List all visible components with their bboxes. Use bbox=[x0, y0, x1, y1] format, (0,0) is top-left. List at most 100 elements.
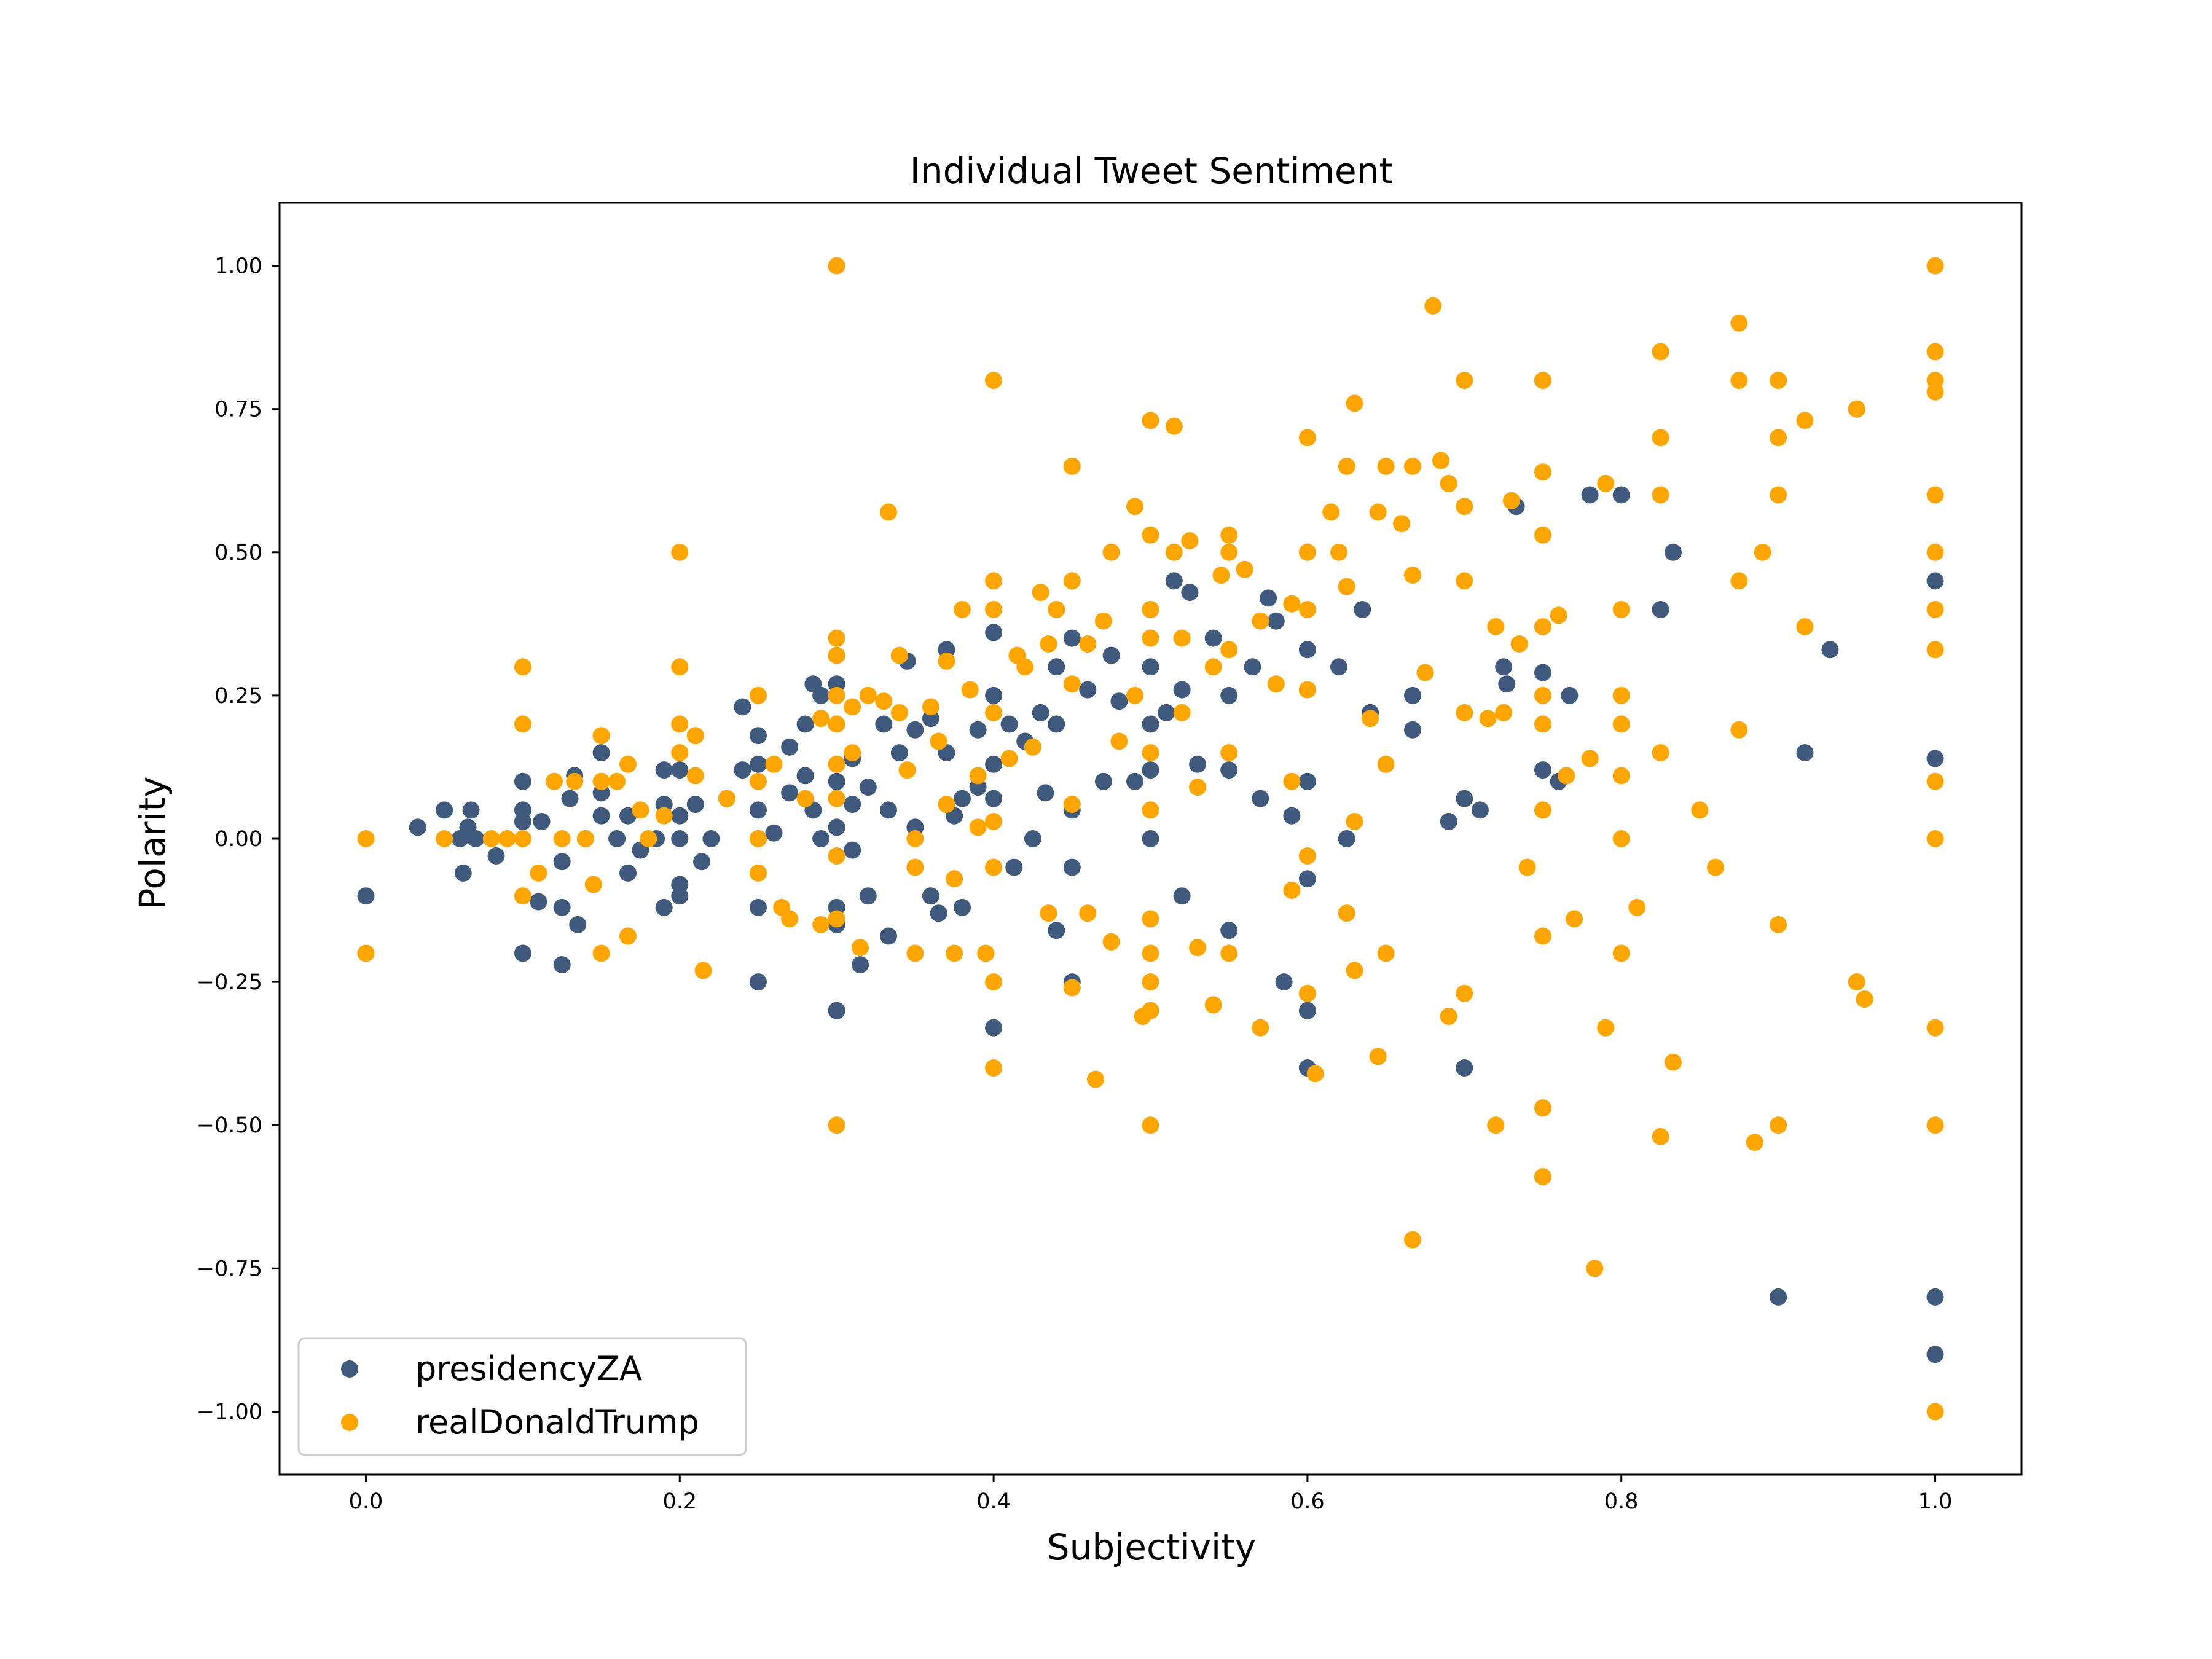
data-point-presidencyZA bbox=[592, 744, 610, 762]
data-point-realDonaldTrump bbox=[1926, 772, 1944, 790]
data-point-presidencyZA bbox=[1298, 641, 1316, 659]
points-layer bbox=[357, 257, 1944, 1421]
data-point-realDonaldTrump bbox=[1181, 532, 1199, 550]
data-point-presidencyZA bbox=[1534, 761, 1551, 779]
data-point-presidencyZA bbox=[467, 830, 485, 847]
data-point-realDonaldTrump bbox=[828, 646, 845, 664]
data-point-realDonaldTrump bbox=[632, 801, 649, 819]
data-point-realDonaldTrump bbox=[577, 830, 594, 847]
data-point-realDonaldTrump bbox=[1770, 1116, 1787, 1134]
data-point-realDonaldTrump bbox=[938, 796, 955, 814]
data-point-presidencyZA bbox=[844, 841, 861, 859]
data-point-realDonaldTrump bbox=[828, 790, 845, 807]
data-point-realDonaldTrump bbox=[619, 927, 637, 945]
data-point-realDonaldTrump bbox=[1346, 394, 1363, 412]
data-point-realDonaldTrump bbox=[906, 858, 924, 876]
data-point-realDonaldTrump bbox=[1848, 973, 1865, 991]
data-point-realDonaldTrump bbox=[498, 830, 516, 847]
data-point-presidencyZA bbox=[436, 801, 453, 819]
data-point-realDonaldTrump bbox=[781, 910, 799, 928]
data-point-realDonaldTrump bbox=[1652, 343, 1669, 361]
data-point-realDonaldTrump bbox=[1377, 457, 1395, 475]
data-point-realDonaldTrump bbox=[985, 601, 1003, 618]
data-point-realDonaldTrump bbox=[619, 755, 637, 773]
data-point-realDonaldTrump bbox=[1094, 612, 1112, 630]
data-point-realDonaldTrump bbox=[357, 830, 375, 847]
data-point-presidencyZA bbox=[1267, 612, 1285, 630]
data-point-presidencyZA bbox=[750, 973, 767, 991]
data-point-presidencyZA bbox=[1220, 761, 1238, 779]
data-point-presidencyZA bbox=[1037, 784, 1054, 802]
data-point-realDonaldTrump bbox=[1404, 457, 1421, 475]
data-point-presidencyZA bbox=[1495, 658, 1513, 676]
data-point-realDonaldTrump bbox=[844, 698, 861, 716]
data-point-presidencyZA bbox=[1142, 830, 1159, 847]
data-point-realDonaldTrump bbox=[1856, 990, 1873, 1008]
data-point-presidencyZA bbox=[1821, 641, 1839, 659]
data-point-realDonaldTrump bbox=[1220, 543, 1238, 561]
data-point-realDonaldTrump bbox=[961, 681, 979, 699]
data-point-realDonaldTrump bbox=[592, 772, 610, 790]
data-point-realDonaldTrump bbox=[1926, 343, 1944, 361]
data-point-presidencyZA bbox=[985, 1019, 1003, 1037]
data-point-presidencyZA bbox=[1770, 1288, 1787, 1306]
data-point-realDonaldTrump bbox=[1550, 606, 1567, 624]
data-point-realDonaldTrump bbox=[553, 830, 571, 847]
data-point-presidencyZA bbox=[796, 715, 814, 733]
data-point-realDonaldTrump bbox=[1534, 618, 1551, 635]
data-point-realDonaldTrump bbox=[1079, 904, 1097, 922]
data-point-realDonaldTrump bbox=[1534, 1168, 1551, 1186]
data-point-realDonaldTrump bbox=[1691, 801, 1709, 819]
data-point-presidencyZA bbox=[750, 755, 767, 773]
data-point-realDonaldTrump bbox=[1456, 498, 1473, 516]
data-point-presidencyZA bbox=[1063, 629, 1081, 647]
data-point-presidencyZA bbox=[985, 755, 1003, 773]
data-point-presidencyZA bbox=[880, 801, 897, 819]
data-point-realDonaldTrump bbox=[1298, 543, 1316, 561]
data-point-presidencyZA bbox=[859, 779, 877, 796]
data-point-realDonaldTrump bbox=[1597, 474, 1615, 492]
data-point-presidencyZA bbox=[1498, 675, 1516, 693]
legend-marker-realDonaldTrump bbox=[341, 1414, 358, 1431]
data-point-realDonaldTrump bbox=[1338, 578, 1355, 595]
data-point-realDonaldTrump bbox=[1612, 601, 1630, 618]
y-tick-label: 1.00 bbox=[214, 254, 262, 279]
data-point-presidencyZA bbox=[1220, 922, 1238, 939]
data-point-realDonaldTrump bbox=[1024, 738, 1041, 756]
data-point-realDonaldTrump bbox=[1220, 641, 1238, 659]
data-point-presidencyZA bbox=[1665, 543, 1682, 561]
data-point-realDonaldTrump bbox=[1102, 933, 1120, 951]
data-point-realDonaldTrump bbox=[1652, 744, 1669, 762]
data-point-realDonaldTrump bbox=[640, 830, 657, 847]
y-tick-label: 0.25 bbox=[214, 684, 262, 708]
data-point-realDonaldTrump bbox=[1369, 1048, 1387, 1065]
data-point-realDonaldTrump bbox=[514, 830, 531, 847]
data-point-presidencyZA bbox=[1354, 601, 1371, 618]
data-point-presidencyZA bbox=[514, 772, 531, 790]
data-point-realDonaldTrump bbox=[1456, 704, 1473, 721]
data-point-realDonaldTrump bbox=[1770, 429, 1787, 447]
data-point-realDonaldTrump bbox=[1926, 1116, 1944, 1134]
data-point-realDonaldTrump bbox=[985, 704, 1003, 721]
data-point-realDonaldTrump bbox=[985, 973, 1003, 991]
data-point-realDonaldTrump bbox=[1142, 1002, 1159, 1019]
data-point-realDonaldTrump bbox=[828, 629, 845, 647]
data-point-realDonaldTrump bbox=[566, 772, 584, 790]
data-point-presidencyZA bbox=[750, 801, 767, 819]
data-point-presidencyZA bbox=[1471, 801, 1489, 819]
data-point-realDonaldTrump bbox=[1456, 572, 1473, 590]
data-point-presidencyZA bbox=[1189, 755, 1207, 773]
data-point-realDonaldTrump bbox=[1377, 755, 1395, 773]
data-point-realDonaldTrump bbox=[1142, 526, 1159, 544]
data-point-realDonaldTrump bbox=[1346, 962, 1363, 979]
data-point-realDonaldTrump bbox=[985, 372, 1003, 390]
x-tick-label: 0.6 bbox=[1290, 1489, 1325, 1514]
data-point-realDonaldTrump bbox=[890, 646, 908, 664]
data-point-presidencyZA bbox=[765, 824, 783, 842]
data-point-realDonaldTrump bbox=[946, 944, 963, 962]
data-point-realDonaldTrump bbox=[1032, 584, 1049, 602]
data-point-presidencyZA bbox=[1173, 681, 1191, 699]
data-point-presidencyZA bbox=[969, 721, 987, 739]
data-point-presidencyZA bbox=[671, 830, 689, 847]
data-point-realDonaldTrump bbox=[1926, 641, 1944, 659]
